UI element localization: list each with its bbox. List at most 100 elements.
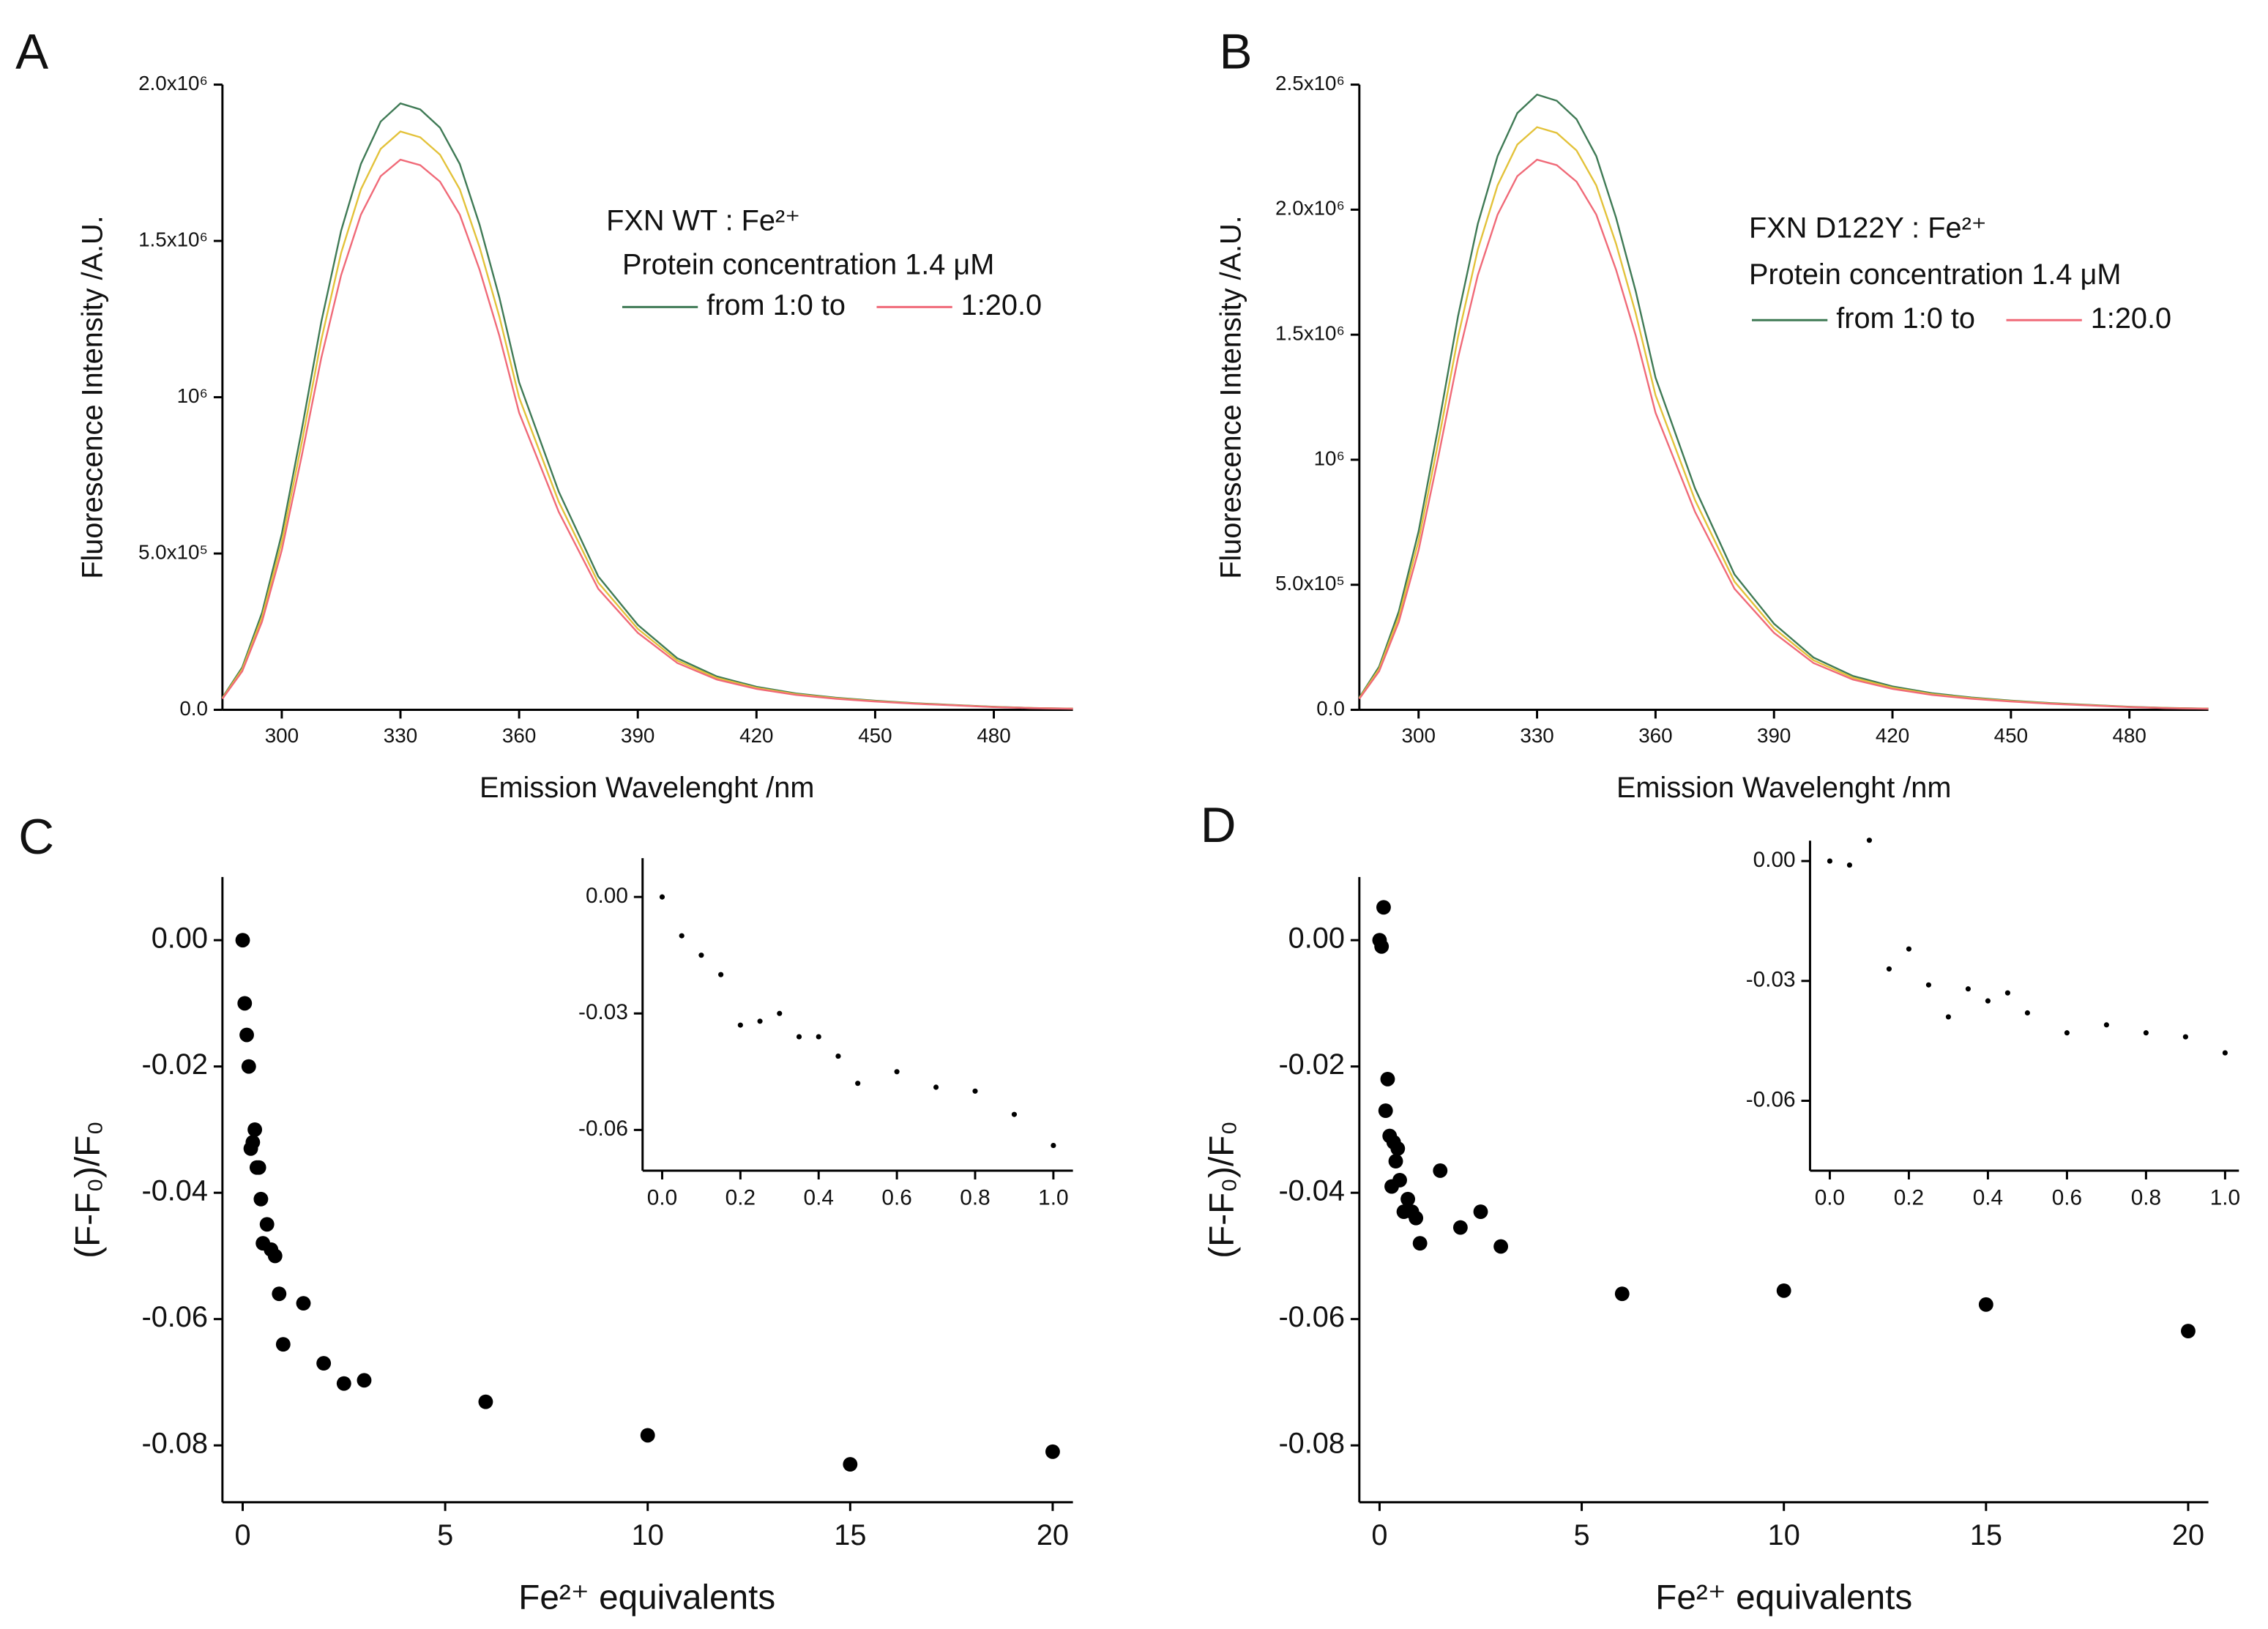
point [843, 1457, 858, 1472]
inset-points [659, 894, 1056, 1149]
point [1400, 1191, 1416, 1207]
x-tick-label: 390 [1757, 724, 1791, 747]
annotation: Protein concentration 1.4 μM [1749, 258, 2121, 291]
point [478, 1394, 493, 1409]
inset-point [2024, 1010, 2030, 1016]
panel: 0 5 10 15 20 0.00 -0.02 -0.04 -0.06 -0.08 D Fe²⁺ eq… [1201, 798, 2240, 1617]
panel-label: C [18, 810, 54, 865]
x-tick-label: 1.0 [2210, 1186, 2240, 1210]
x-tick-label: 0.0 [647, 1186, 677, 1210]
y-tick-label: 10⁶ [1314, 447, 1345, 469]
inset-point [1945, 1014, 1951, 1020]
y-tick-label: -0.06 [578, 1117, 628, 1141]
x-tick-label: 300 [265, 724, 299, 747]
x-tick-label: 0.2 [1894, 1186, 1924, 1210]
x-tick-label: 0 [1371, 1519, 1387, 1551]
inset-point [679, 933, 684, 939]
x-axis-title: Fe²⁺ equivalents [1655, 1578, 1912, 1617]
point [275, 1337, 291, 1352]
panel-label: D [1201, 798, 1236, 853]
point [253, 1191, 269, 1207]
y-tick-label: 1.5x10⁶ [1275, 321, 1345, 344]
spectrum [221, 158, 1073, 710]
inset-point [659, 894, 665, 900]
point [237, 996, 253, 1011]
point [235, 933, 250, 948]
y-tick-label: 0.00 [586, 884, 628, 908]
point [1374, 939, 1389, 954]
inset-point [1985, 998, 1991, 1004]
x-tick-label: 450 [858, 724, 892, 747]
inset-point [737, 1022, 743, 1028]
spectrum [1358, 93, 2209, 710]
panel: 300 330 360 390 420 450 480 0.0 5.0x10⁵ 10⁶ 1.5x10… [15, 25, 1073, 804]
legend-label: 1:20.0 [2091, 302, 2171, 335]
inset-point [1846, 862, 1853, 868]
x-tick-label: 0.4 [804, 1186, 834, 1210]
x-tick-label: 300 [1402, 724, 1436, 747]
point [1378, 1103, 1393, 1118]
x-tick-label: 420 [1876, 724, 1909, 747]
x-tick-label: 360 [502, 724, 536, 747]
y-tick-label: -0.02 [141, 1048, 208, 1081]
x-tick-label: 420 [739, 724, 773, 747]
y-tick-label: -0.03 [1746, 968, 1796, 992]
y-tick-label: -0.06 [141, 1301, 208, 1333]
point [272, 1286, 287, 1302]
point [1978, 1297, 1993, 1312]
inset-point [698, 953, 704, 958]
point [267, 1248, 283, 1264]
inset-point [835, 1054, 841, 1059]
point [239, 1027, 254, 1043]
x-tick-label: 0.8 [960, 1186, 990, 1210]
point [316, 1356, 332, 1371]
y-axis-title: Fluorescence Intensity /A.U. [77, 215, 109, 579]
y-tick-label: 0.0 [1316, 697, 1345, 720]
point [1614, 1286, 1630, 1302]
x-tick-label: 0.4 [1973, 1186, 2003, 1210]
x-tick-label: 0.2 [725, 1186, 756, 1210]
annotation: FXN D122Y : Fe²⁺ [1749, 212, 1987, 245]
inset-point [2143, 1030, 2149, 1036]
x-tick-label: 360 [1638, 724, 1672, 747]
x-tick-label: 20 [2172, 1519, 2204, 1551]
panel: 300 330 360 390 420 450 480 0.0 5.0x10⁵ 10⁶ 1.5x10… [1215, 25, 2209, 804]
x-tick-label: 0.0 [1815, 1186, 1845, 1210]
y-tick-label: -0.06 [1746, 1087, 1796, 1111]
y-tick-label: 5.0x10⁵ [138, 540, 208, 563]
point [1776, 1283, 1791, 1298]
x-tick-label: 15 [1970, 1519, 2002, 1551]
y-tick-label: 10⁶ [177, 384, 208, 407]
inset-point [757, 1018, 763, 1024]
point [2181, 1324, 2196, 1339]
y-tick-label: -0.08 [1278, 1428, 1345, 1460]
y-tick-label: -0.03 [578, 1000, 628, 1024]
y-axis-title: Fluorescence Intensity /A.U. [1215, 215, 1247, 579]
panel: 0 5 10 15 20 0.00 -0.02 -0.04 -0.06 -0.08 C Fe²⁺ eq… [18, 810, 1073, 1617]
inset-point [1965, 986, 1971, 992]
inset-point [2064, 1030, 2070, 1036]
y-tick-label: 0.0 [179, 697, 208, 720]
point [1493, 1239, 1509, 1254]
inset-point [816, 1034, 821, 1040]
inset-point [796, 1034, 802, 1040]
x-axis-title: Emission Wavelenght /nm [1616, 772, 1952, 804]
x-tick-label: 480 [977, 724, 1010, 747]
inset-point [2103, 1022, 2109, 1028]
point [1452, 1220, 1468, 1235]
point [1388, 1154, 1403, 1168]
y-tick-label: 1.5x10⁶ [138, 228, 208, 250]
x-tick-label: 390 [621, 724, 654, 747]
point [640, 1428, 655, 1443]
y-tick-label: -0.08 [141, 1428, 208, 1460]
x-tick-label: 5 [1574, 1519, 1590, 1551]
y-tick-label: -0.04 [141, 1175, 208, 1207]
point [1412, 1236, 1428, 1251]
y-axis-title: (F-F₀)/F₀ [1203, 1121, 1242, 1259]
point [336, 1376, 351, 1391]
inset-point [2004, 990, 2010, 996]
y-tick-label: -0.04 [1278, 1175, 1345, 1207]
point [1392, 1172, 1407, 1188]
inset-point [1827, 858, 1833, 864]
